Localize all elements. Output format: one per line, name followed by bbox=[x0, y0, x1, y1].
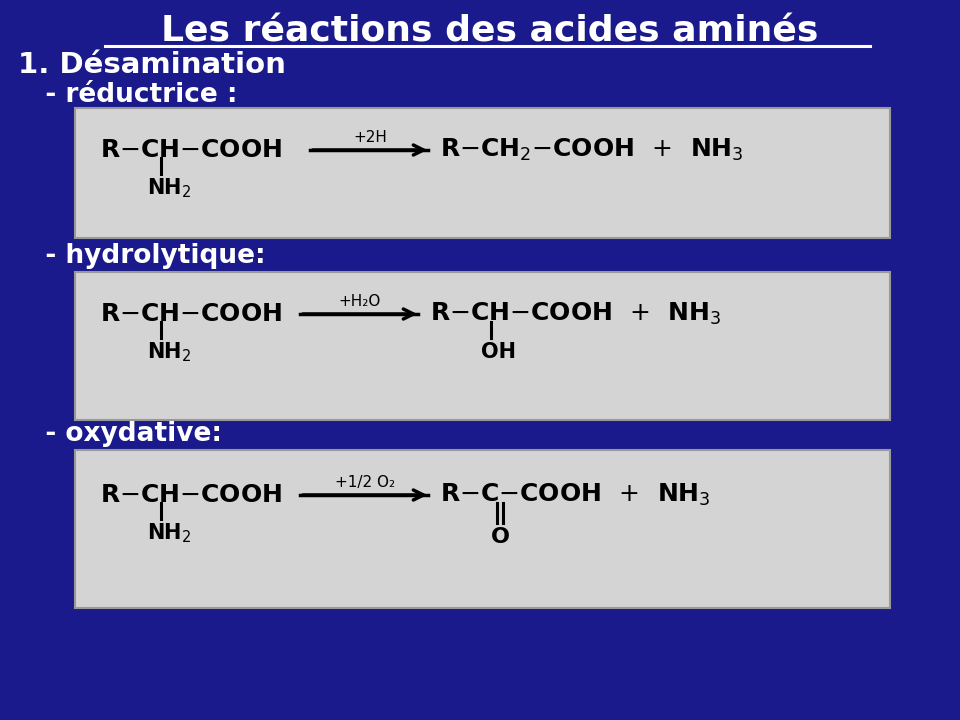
Text: NH$_2$: NH$_2$ bbox=[147, 176, 192, 199]
Text: - hydrolytique:: - hydrolytique: bbox=[18, 243, 266, 269]
Text: OH: OH bbox=[481, 342, 516, 362]
Text: R$-$CH$-$COOH  $+$  NH$_3$: R$-$CH$-$COOH $+$ NH$_3$ bbox=[430, 301, 721, 327]
Text: +1/2 O₂: +1/2 O₂ bbox=[335, 474, 396, 490]
Text: +H₂O: +H₂O bbox=[339, 294, 381, 308]
Text: 1. Désamination: 1. Désamination bbox=[18, 51, 286, 79]
FancyBboxPatch shape bbox=[75, 272, 890, 420]
Text: R$-$CH$_2$$-$COOH  $+$  NH$_3$: R$-$CH$_2$$-$COOH $+$ NH$_3$ bbox=[440, 137, 743, 163]
Text: R$-$CH$-$COOH: R$-$CH$-$COOH bbox=[100, 483, 282, 507]
Text: NH$_2$: NH$_2$ bbox=[147, 521, 192, 545]
FancyBboxPatch shape bbox=[75, 108, 890, 238]
Text: R$-$CH$-$COOH: R$-$CH$-$COOH bbox=[100, 302, 282, 326]
Text: Les réactions des acides aminés: Les réactions des acides aminés bbox=[161, 15, 819, 49]
Text: O: O bbox=[491, 527, 510, 547]
Text: +2H: +2H bbox=[353, 130, 387, 145]
Text: R$-$C$-$COOH  $+$  NH$_3$: R$-$C$-$COOH $+$ NH$_3$ bbox=[440, 482, 710, 508]
Text: NH$_2$: NH$_2$ bbox=[147, 340, 192, 364]
Text: - réductrice :: - réductrice : bbox=[18, 82, 237, 108]
Text: R$-$CH$-$COOH: R$-$CH$-$COOH bbox=[100, 138, 282, 162]
Text: - oxydative:: - oxydative: bbox=[18, 421, 222, 447]
FancyBboxPatch shape bbox=[75, 450, 890, 608]
